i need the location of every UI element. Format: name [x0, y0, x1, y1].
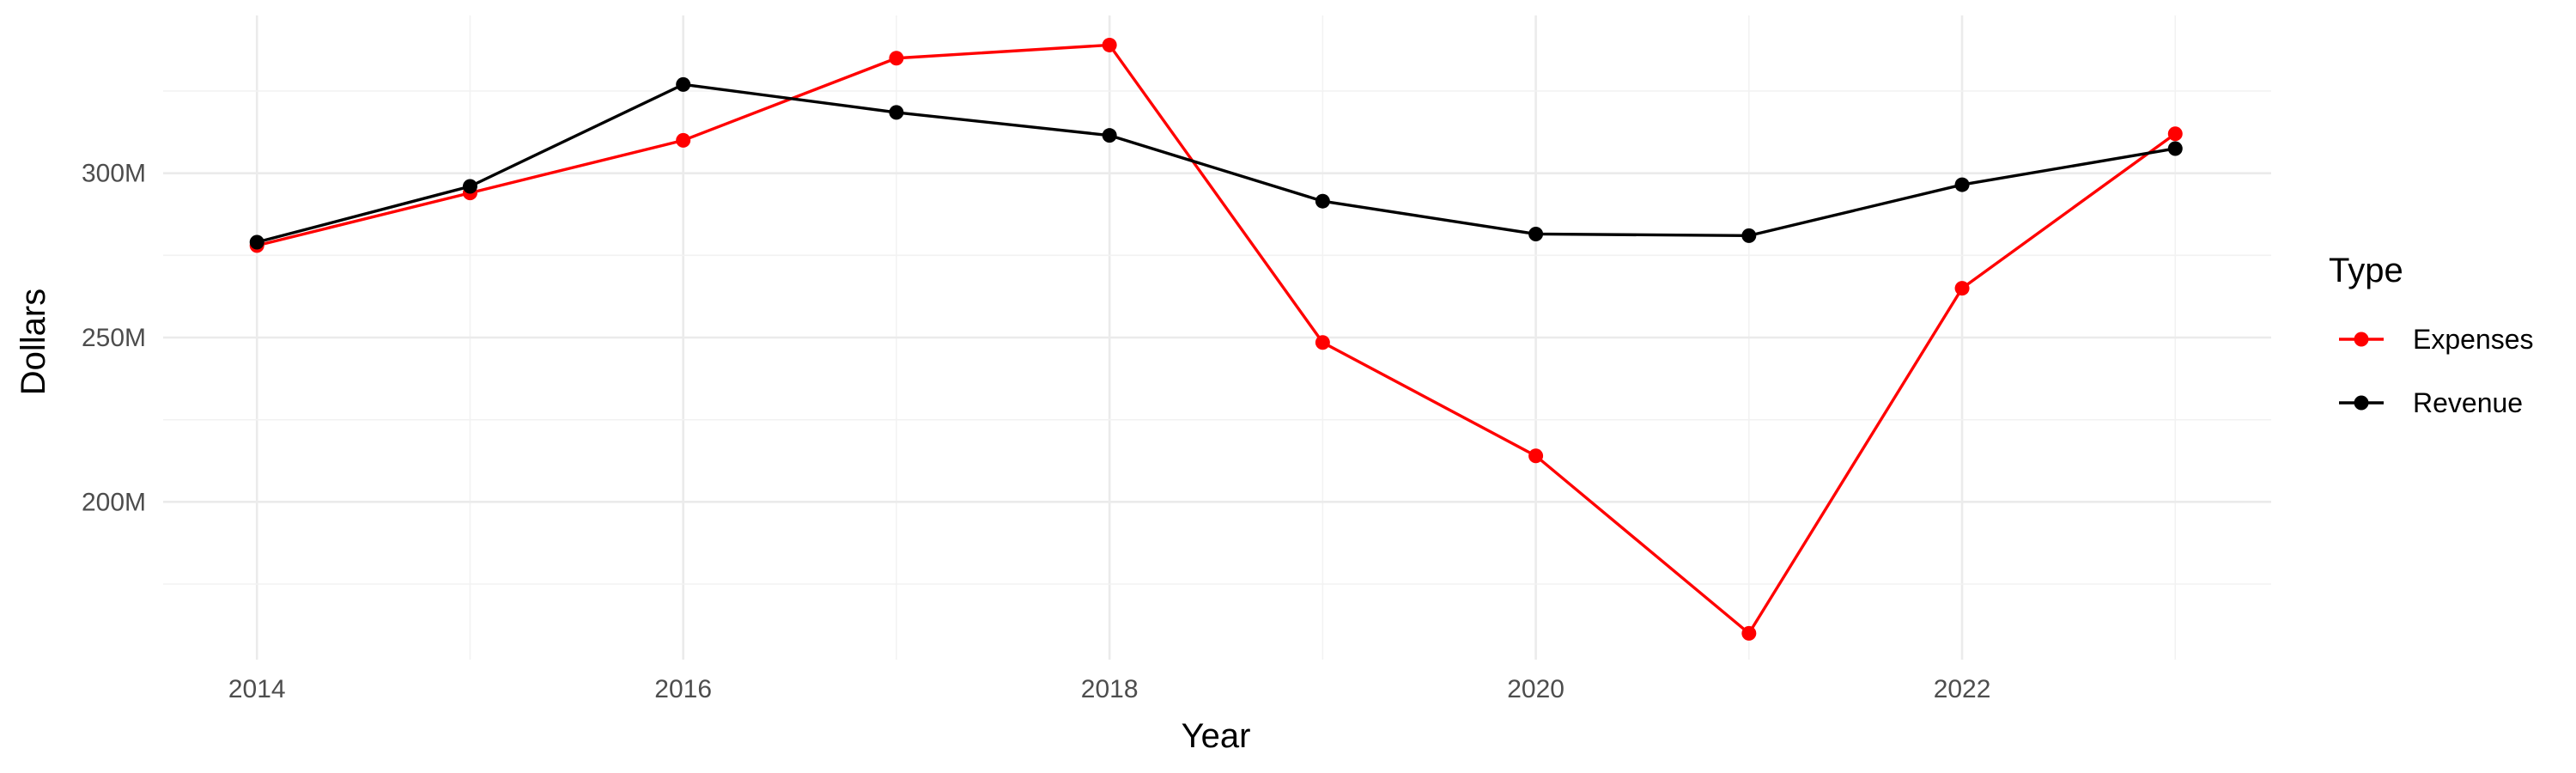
y-tick-label: 200M [82, 488, 146, 516]
y-tick-label: 250M [82, 324, 146, 352]
legend-item-expenses: Expenses [2339, 324, 2534, 355]
data-point-revenue [1102, 128, 1117, 143]
axis-layer: 2014 2016 2018 2020 2022 200M 250M 300M Year D… [15, 160, 1990, 755]
legend-items: Expenses Revenue [2339, 324, 2534, 418]
data-point-revenue [462, 179, 477, 194]
x-tick-label: 2014 [228, 675, 286, 703]
x-tick-label: 2016 [654, 675, 712, 703]
data-point-revenue [1954, 177, 1970, 192]
legend-item-revenue: Revenue [2339, 387, 2523, 418]
data-point-revenue [676, 76, 691, 92]
series-revenue [249, 76, 2183, 250]
x-tick-label: 2022 [1934, 675, 1991, 703]
data-point-expenses [1315, 335, 1330, 350]
legend-label: Expenses [2413, 324, 2534, 355]
data-point-revenue [249, 234, 264, 250]
data-point-expenses [1102, 37, 1117, 52]
data-point-revenue [1528, 226, 1544, 241]
x-tick-label: 2018 [1081, 675, 1139, 703]
series-line-expenses [256, 43, 2177, 636]
legend-label: Revenue [2413, 387, 2523, 418]
x-tick-label: 2020 [1507, 675, 1564, 703]
grid-layer [163, 15, 2271, 660]
x-axis-ticks: 2014 2016 2018 2020 2022 [228, 675, 1991, 703]
series-expenses [249, 37, 2183, 641]
legend-key-point [2354, 395, 2369, 411]
data-point-revenue [1315, 193, 1330, 209]
y-axis-title: Dollars [15, 289, 52, 395]
series-layer [249, 37, 2183, 641]
legend: Type Expenses Revenue [2329, 252, 2534, 418]
y-tick-label: 300M [82, 160, 146, 188]
data-point-expenses [1528, 448, 1544, 464]
data-point-revenue [2167, 141, 2183, 156]
data-point-expenses [1954, 281, 1970, 296]
y-axis-ticks: 200M 250M 300M [82, 160, 146, 517]
legend-key-point [2354, 332, 2369, 347]
data-point-expenses [676, 132, 691, 148]
data-point-revenue [1741, 228, 1757, 243]
data-point-revenue [889, 105, 904, 120]
data-point-expenses [889, 51, 904, 66]
series-line-revenue [256, 82, 2176, 244]
legend-title: Type [2329, 252, 2403, 289]
x-axis-title: Year [1182, 717, 1251, 755]
data-point-expenses [2167, 126, 2183, 142]
data-point-expenses [1741, 625, 1757, 641]
